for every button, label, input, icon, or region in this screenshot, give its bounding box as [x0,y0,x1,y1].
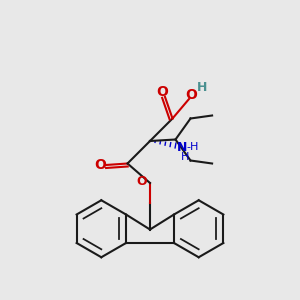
Text: O: O [94,158,106,172]
Text: O: O [157,85,169,99]
Text: O: O [136,175,147,188]
Text: N: N [177,141,188,154]
Text: H: H [181,152,189,162]
Text: H: H [197,81,208,94]
Text: O: O [185,88,197,102]
Text: -H: -H [187,142,199,152]
